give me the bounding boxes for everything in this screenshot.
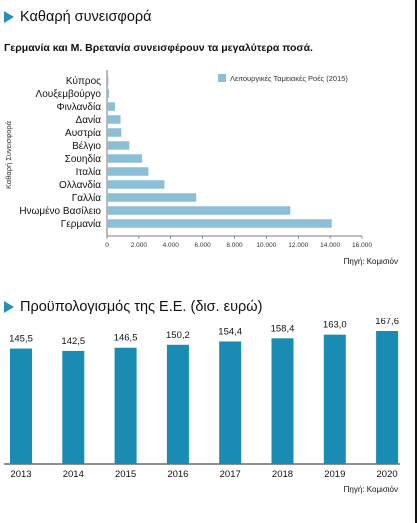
chart2-source: Πηγή: Κομισιόν [344, 485, 398, 494]
data-label: 145,5 [9, 334, 33, 345]
bar-2015 [114, 347, 137, 464]
category-label: Δανία [76, 114, 102, 126]
data-label: 146,5 [114, 333, 138, 344]
x-tick-label: 14.000 [320, 242, 340, 249]
bar-8 [107, 180, 165, 189]
data-label: 154,4 [218, 326, 242, 337]
bar-10 [107, 206, 291, 215]
triangle-bullet-icon [4, 301, 14, 313]
bar-2016 [166, 344, 189, 464]
section1-title: Καθαρή συνεισφορά [20, 9, 152, 25]
legend-swatch [218, 74, 226, 82]
category-label: Ιταλία [76, 166, 102, 178]
category-label: Σουηδία [65, 153, 102, 165]
data-label: 167,6 [375, 318, 399, 327]
x-tick-label: 2.000 [131, 242, 148, 249]
data-label: 163,0 [323, 320, 347, 331]
x-tick-label: 2015 [115, 469, 136, 480]
bar-4 [107, 128, 122, 137]
bar-2 [107, 102, 115, 111]
x-tick-label: 2014 [63, 469, 84, 480]
x-tick-label: 4.000 [163, 242, 180, 249]
category-label: Κύπρος [66, 75, 101, 87]
legend-label: Λειτουργικές Ταμειακές Ροές (2015) [230, 74, 348, 83]
bar-2018 [271, 338, 294, 464]
category-label: Ηνωμένο Βασίλειο [19, 205, 101, 217]
bar-2019 [323, 334, 346, 464]
section2-header: Προϋπολογισμός της Ε.Ε. (δισ. ευρώ) [4, 299, 262, 315]
x-tick-label: 2016 [167, 469, 188, 480]
triangle-bullet-icon [4, 11, 14, 23]
x-tick-label: 12.000 [288, 242, 308, 249]
category-label: Λουξεμβούργο [36, 88, 102, 100]
bar-3 [107, 115, 121, 124]
category-label: Γαλλία [72, 192, 102, 204]
x-tick-label: 16.000 [352, 242, 372, 249]
bar-7 [107, 167, 149, 176]
section1-subtitle: Γερμανία και Μ. Βρετανία συνεισφέρουν τα… [4, 42, 313, 54]
bar-0 [107, 76, 109, 85]
bar-9 [107, 193, 197, 202]
bar-6 [107, 154, 143, 163]
x-tick-label: 10.000 [256, 242, 276, 249]
section2-title: Προϋπολογισμός της Ε.Ε. (δισ. ευρώ) [20, 299, 263, 315]
category-label: Αυστρία [65, 127, 101, 139]
bar-11 [107, 219, 332, 228]
net-contribution-chart: Λειτουργικές Ταμειακές Ροές (2015) Καθαρή… [4, 70, 398, 266]
bar-2013 [10, 348, 32, 464]
bar-2020 [376, 331, 399, 464]
x-tick-label: 2019 [324, 469, 345, 480]
section1-header: Καθαρή συνεισφορά [4, 9, 152, 25]
right-frame-line [415, 0, 417, 523]
x-tick-label: 2018 [272, 469, 293, 480]
x-tick-label: 0 [105, 242, 109, 249]
bar-5 [107, 141, 130, 150]
y-axis-label: Καθαρή Συνεισφορά [4, 120, 13, 189]
chart1-legend: Λειτουργικές Ταμειακές Ροές (2015) [218, 74, 348, 83]
category-label: Βέλγιο [72, 140, 101, 152]
category-label: Φινλανδία [57, 101, 102, 113]
chart1-source: Πηγή: Κομισιόν [344, 257, 398, 266]
data-label: 158,4 [271, 323, 295, 334]
x-tick-label: 8.000 [226, 242, 243, 249]
data-label: 150,2 [166, 330, 190, 341]
category-label: Γερμανία [61, 218, 101, 230]
eu-budget-chart: 145,5 2013 142,5 2014 146,5 2015 150,2 2016 154,… [4, 318, 400, 494]
x-tick-label: 2017 [220, 469, 241, 480]
bar-2017 [219, 341, 242, 464]
x-tick-label: 6.000 [194, 242, 211, 249]
category-label: Ολλανδία [59, 179, 101, 191]
x-tick-label: 2020 [377, 469, 398, 480]
bar-1 [107, 89, 110, 98]
x-tick-label: 2013 [10, 469, 31, 480]
bar-2014 [62, 350, 85, 464]
data-label: 142,5 [61, 336, 85, 347]
